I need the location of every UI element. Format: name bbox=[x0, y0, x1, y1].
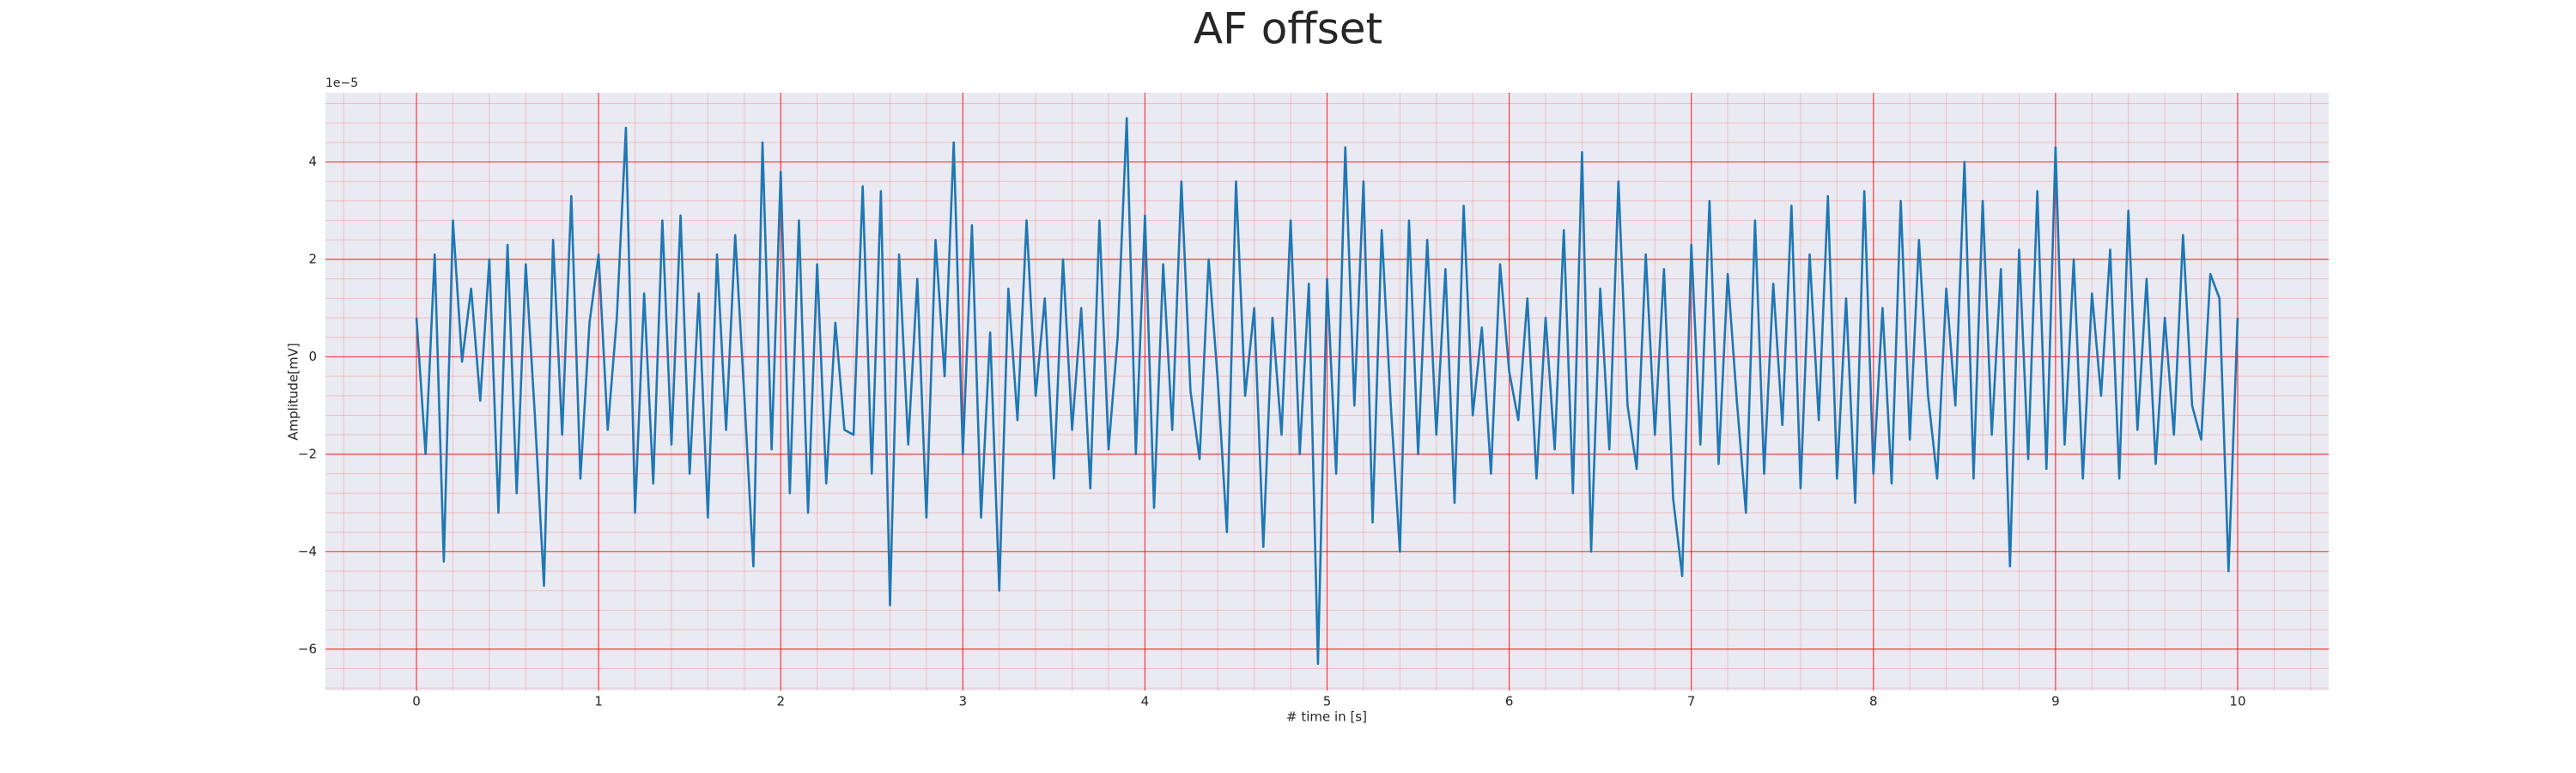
data-line bbox=[415, 117, 2239, 666]
marks bbox=[415, 117, 2239, 666]
y-tick-label: −4 bbox=[298, 544, 317, 559]
chart-title: AF offset bbox=[1194, 4, 1382, 54]
y-tick-label: 2 bbox=[308, 251, 317, 266]
x-tick-label: 5 bbox=[1323, 694, 1332, 709]
y-tick-label: −6 bbox=[298, 641, 317, 656]
x-tick-label: 2 bbox=[776, 694, 785, 709]
grid bbox=[325, 93, 2329, 691]
y-axis-label: Amplitude[mV] bbox=[286, 343, 301, 440]
x-tick-label: 1 bbox=[594, 694, 603, 709]
x-tick-label: 6 bbox=[1505, 694, 1514, 709]
y-tick-label: 4 bbox=[308, 154, 317, 169]
x-tick-label: 7 bbox=[1687, 694, 1696, 709]
x-tick-label: 9 bbox=[2051, 694, 2060, 709]
x-axis-label: # time in [s] bbox=[1286, 709, 1367, 725]
y-tick-label: 0 bbox=[308, 349, 317, 364]
x-tick-label: 8 bbox=[1869, 694, 1878, 709]
y-offset-label: 1e−5 bbox=[325, 76, 358, 90]
x-tick-label: 3 bbox=[959, 694, 968, 709]
x-tick-label: 0 bbox=[412, 694, 421, 709]
x-tick-label: 10 bbox=[2229, 694, 2245, 709]
y-tick-label: −2 bbox=[298, 446, 317, 461]
x-tick-label: 4 bbox=[1141, 694, 1150, 709]
